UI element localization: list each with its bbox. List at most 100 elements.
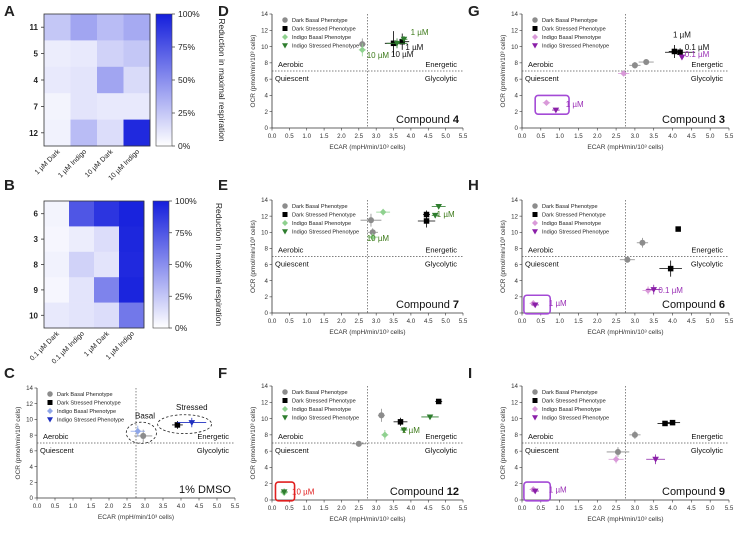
legend-marker bbox=[282, 34, 288, 40]
y-tick-label: 4 bbox=[265, 465, 269, 472]
y-tick-label: 0 bbox=[30, 495, 34, 502]
data-point bbox=[652, 456, 659, 463]
y-tick-label: 4 bbox=[515, 278, 519, 285]
point-annotation: 10 µM bbox=[367, 234, 390, 243]
heatmap-cell bbox=[123, 14, 151, 41]
x-tick-label: 2.5 bbox=[123, 503, 132, 510]
highlight-box bbox=[534, 94, 570, 115]
x-tick-label: 4.5 bbox=[424, 318, 433, 325]
y-tick-label: 2 bbox=[30, 479, 34, 486]
y-tick-label: 12 bbox=[261, 27, 268, 34]
x-tick-label: 5.5 bbox=[459, 133, 468, 140]
data-point bbox=[431, 212, 439, 219]
y-tick-label: 2 bbox=[265, 109, 269, 116]
colorbar-tick-label: 100% bbox=[178, 9, 200, 19]
data-point bbox=[393, 40, 401, 47]
y-axis-label: OCR (pmol/min/10³ cells) bbox=[15, 407, 22, 480]
legend-marker bbox=[282, 212, 288, 217]
quadrant-glycolytic: Glycolytic bbox=[691, 260, 723, 269]
x-tick-label: 1.0 bbox=[555, 318, 564, 325]
heatmap-cell bbox=[119, 226, 145, 253]
quadrant-glycolytic: Glycolytic bbox=[425, 74, 457, 83]
data-point bbox=[531, 488, 539, 495]
data-point bbox=[650, 287, 658, 293]
data-point bbox=[675, 226, 681, 232]
point-annotation: 1 µM bbox=[405, 43, 423, 52]
x-axis-label: ECAR (mpH/min/10³ cells) bbox=[329, 516, 405, 523]
x-tick-label: 0.0 bbox=[518, 505, 527, 512]
legend-marker bbox=[282, 229, 288, 235]
colorbar-tick-label: 25% bbox=[178, 108, 195, 118]
data-point bbox=[643, 59, 650, 66]
y-axis-label: OCR (pmol/min/10³ cells) bbox=[250, 407, 257, 480]
x-tick-label: 4.5 bbox=[687, 318, 696, 325]
y-tick-label: 6 bbox=[515, 262, 519, 269]
x-tick-label: 2.0 bbox=[593, 133, 602, 140]
legend-marker bbox=[47, 417, 53, 423]
scatter-G: 0.0 0.5 1.0 1.5 2.0 2.5 3.0 3.5 4.0 4.5 5.0 5.5 0 2 4 6… bbox=[500, 11, 734, 151]
compound-label: Compound 9 bbox=[662, 486, 725, 498]
x-tick-label: 2.5 bbox=[612, 505, 621, 512]
y-tick-label: 8 bbox=[515, 432, 519, 439]
legend-label: Dark Basal Phenotype bbox=[542, 18, 598, 24]
y-tick-label: 10 bbox=[511, 44, 518, 51]
heatmap-cell bbox=[123, 119, 151, 147]
data-point bbox=[667, 265, 674, 272]
row-label: 3 bbox=[34, 235, 39, 244]
heatmap-cell bbox=[97, 93, 124, 120]
y-axis-label: OCR (pmol/min/10³ cells) bbox=[500, 35, 507, 108]
legend-label: Dark Stressed Phenotype bbox=[292, 27, 356, 33]
heatmap-cell bbox=[123, 66, 151, 94]
legend-marker bbox=[282, 406, 288, 412]
x-tick-label: 2.5 bbox=[355, 133, 364, 140]
data-point bbox=[379, 208, 387, 216]
x-tick-label: 1.0 bbox=[555, 133, 564, 140]
y-axis-label: OCR (pmol/min/10³ cells) bbox=[500, 220, 507, 293]
x-tick-label: 1.5 bbox=[320, 133, 329, 140]
row-label: 10 bbox=[29, 311, 38, 320]
colorbar-tick-label: 75% bbox=[175, 228, 192, 238]
x-tick-label: 1.0 bbox=[555, 505, 564, 512]
y-tick-label: 0 bbox=[265, 497, 269, 504]
y-tick-label: 2 bbox=[515, 294, 519, 301]
x-tick-label: 3.0 bbox=[631, 318, 640, 325]
point-annotation: 1 µM bbox=[549, 299, 567, 308]
x-tick-label: 5.0 bbox=[213, 503, 222, 510]
row-label: 7 bbox=[34, 102, 39, 111]
legend-marker bbox=[47, 408, 53, 414]
legend-marker bbox=[47, 391, 53, 397]
data-point bbox=[400, 36, 408, 43]
data-point bbox=[631, 62, 638, 69]
heatmap-cell bbox=[44, 201, 70, 227]
x-tick-label: 0.0 bbox=[33, 503, 42, 510]
quadrant-quiescent: Quiescent bbox=[40, 446, 75, 455]
y-tick-label: 4 bbox=[515, 93, 519, 100]
scatter-D: 0.0 0.5 1.0 1.5 2.0 2.5 3.0 3.5 4.0 4.5 5.0 5.5 0 2 4 6… bbox=[250, 11, 468, 151]
column-label: 1 µM Dark bbox=[34, 148, 62, 176]
x-tick-label: 2.0 bbox=[337, 505, 346, 512]
data-point bbox=[671, 48, 678, 55]
x-tick-label: 3.0 bbox=[372, 318, 381, 325]
y-tick-label: 0 bbox=[515, 125, 519, 132]
x-tick-label: 3.0 bbox=[141, 503, 150, 510]
x-tick-label: 0.0 bbox=[518, 133, 527, 140]
x-tick-label: 2.5 bbox=[612, 133, 621, 140]
x-tick-label: 4.0 bbox=[668, 133, 677, 140]
legend-marker bbox=[532, 212, 538, 217]
data-point bbox=[134, 427, 142, 435]
legend-label: Indigo Basal Phenotype bbox=[292, 221, 351, 227]
legend-label: Indigo Stressed Phenotype bbox=[542, 416, 609, 422]
legend-marker bbox=[532, 220, 538, 226]
heatmap-cell bbox=[70, 66, 98, 94]
legend-label: Dark Basal Phenotype bbox=[57, 392, 113, 398]
heatmap-cell bbox=[44, 277, 70, 303]
y-tick-label: 12 bbox=[261, 399, 268, 406]
panel-letter: B bbox=[4, 177, 15, 194]
heatmap-cell bbox=[119, 277, 145, 303]
y-tick-label: 8 bbox=[30, 432, 34, 439]
legend-marker bbox=[532, 43, 538, 49]
x-tick-label: 0.0 bbox=[268, 133, 277, 140]
x-tick-label: 0.5 bbox=[537, 505, 546, 512]
x-tick-label: 4.5 bbox=[424, 133, 433, 140]
